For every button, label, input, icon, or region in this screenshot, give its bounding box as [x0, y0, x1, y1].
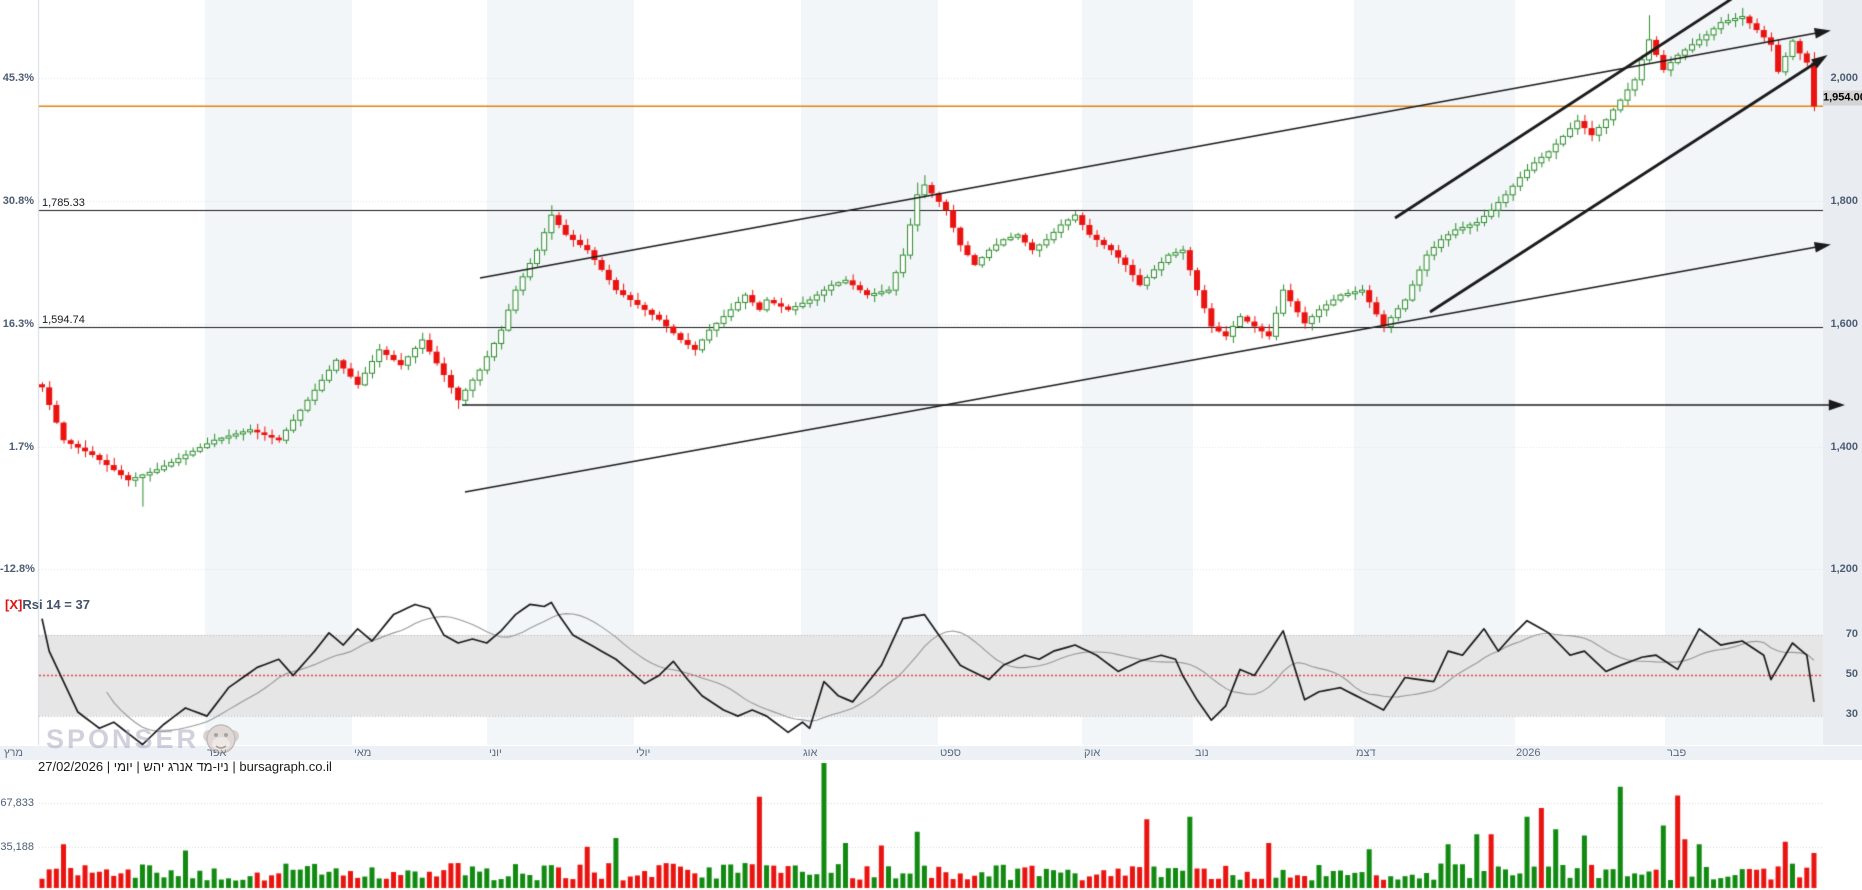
rsi-remove-icon[interactable]: [X] — [5, 597, 23, 612]
interval-label: יומי — [113, 759, 133, 774]
x-axis-month-label: פבר — [1667, 747, 1687, 759]
resistance-level-label: 1,785.33 — [42, 197, 85, 209]
rsi-indicator-title[interactable]: [X]Rsi 14 = 37 — [5, 597, 90, 612]
x-axis-month-label: 2026 — [1516, 747, 1541, 759]
volume-axis-label: 67,833 — [0, 797, 34, 809]
instrument-name: ניו-מד אנרג יהש — [143, 759, 229, 774]
price-axis-label: 1,800 — [1830, 195, 1858, 207]
price-axis-label: 1,200 — [1830, 563, 1858, 575]
x-axis-month-label: דצמ — [1356, 747, 1376, 759]
percent-axis-label: 16.3% — [2, 318, 34, 330]
percent-axis-label: 45.3% — [2, 72, 34, 84]
x-axis-month-label: יולי — [636, 747, 651, 759]
rsi-title-text: Rsi 14 = 37 — [22, 597, 90, 612]
chart-info-footer: יומי | 27/02/2026 | ניו-מד אנרג יהש | bu… — [38, 759, 332, 774]
last-price-badge: 1,954.00 — [1823, 90, 1862, 106]
x-axis-month-label: מרץ — [4, 747, 23, 759]
rsi-axis-label: 50 — [1845, 668, 1858, 680]
price-axis-label: 1,400 — [1830, 441, 1858, 453]
source-link[interactable]: bursagraph.co.il — [239, 759, 332, 774]
percent-axis-label: 1.7% — [8, 441, 34, 453]
x-axis-month-label: אוק — [1084, 747, 1101, 759]
x-axis-month-label: מאי — [354, 747, 372, 759]
price-axis-label: 1,600 — [1830, 318, 1858, 330]
percent-axis-label: 30.8% — [2, 195, 34, 207]
sponser-watermark-text: SPONSER — [46, 724, 200, 754]
rsi-axis-label: 30 — [1845, 708, 1858, 720]
x-axis-month-label: אוג — [803, 747, 818, 759]
x-axis-month-label: נוב — [1195, 747, 1209, 759]
monkey-logo-icon — [200, 718, 242, 765]
date-label: 27/02/2026 — [38, 759, 104, 774]
x-axis-month-label: יוני — [489, 747, 502, 759]
percent-axis-label: -12.8% — [0, 563, 35, 575]
support-level-label: 1,594.74 — [42, 314, 85, 326]
x-axis-month-label: ספט — [940, 747, 961, 759]
volume-axis-label: 35,188 — [0, 841, 34, 853]
x-axis-month-label: אפר — [207, 747, 227, 759]
rsi-axis-label: 70 — [1845, 628, 1858, 640]
price-axis-label: 2,000 — [1830, 72, 1858, 84]
